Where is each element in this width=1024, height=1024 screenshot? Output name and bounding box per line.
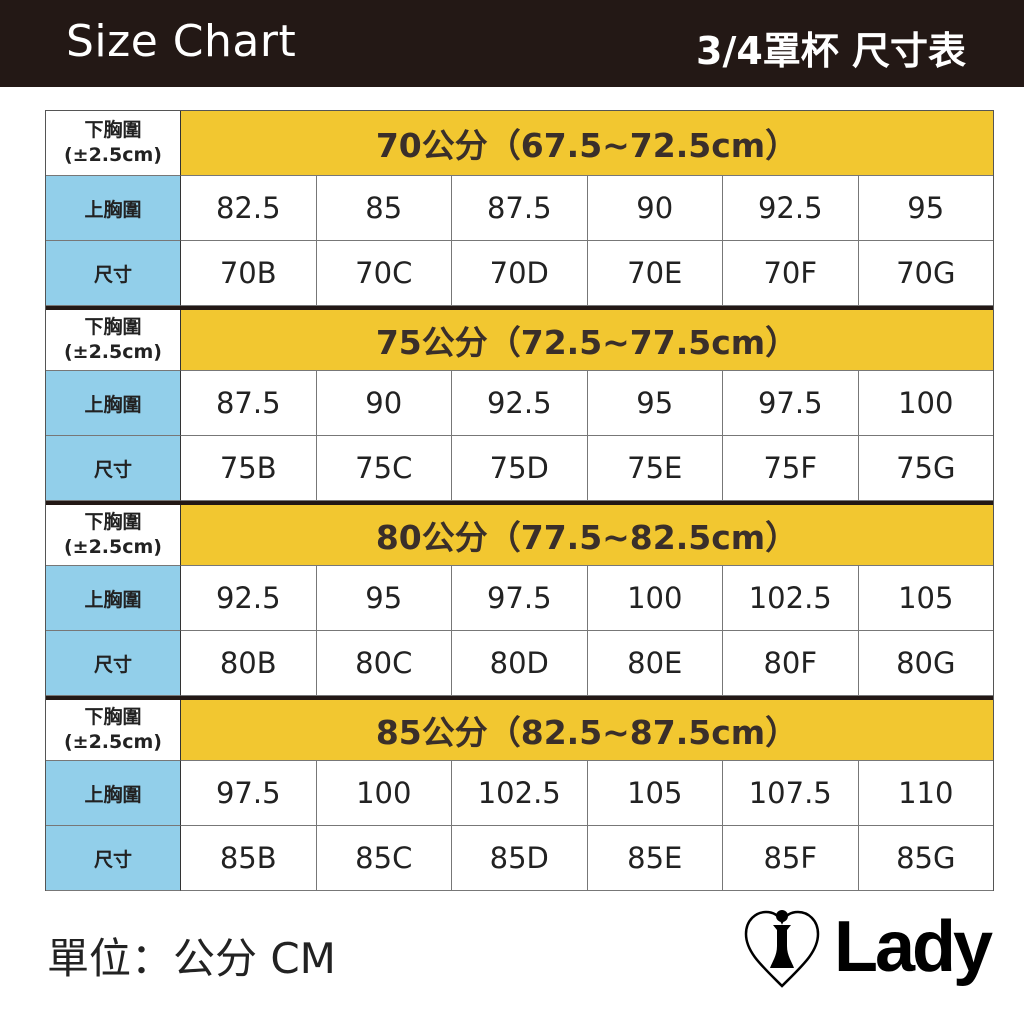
bust-value: 87.5 xyxy=(452,176,588,241)
size-table: 下胸圍 (±2.5cm) 70公分（67.5~72.5cm） 上胸圍 82.5 85 87.… xyxy=(45,110,994,891)
size-value: 85E xyxy=(587,826,723,891)
bust-value: 97.5 xyxy=(452,566,588,631)
size-label: 尺寸 xyxy=(46,826,181,891)
tolerance-label: (±2.5cm) xyxy=(63,341,162,363)
bust-row: 上胸圍 97.5 100 102.5 105 107.5 110 xyxy=(46,761,993,826)
bust-value: 100 xyxy=(587,566,723,631)
size-group: 下胸圍 (±2.5cm) 80公分（77.5~82.5cm） 上胸圍 92.5 95 97.… xyxy=(46,501,993,696)
bust-value: 102.5 xyxy=(452,761,588,826)
size-row: 尺寸 70B 70C 70D 70E 70F 70G xyxy=(46,241,993,306)
group-title: 75公分（72.5~77.5cm） xyxy=(181,310,993,371)
underbust-label-cell: 下胸圍 (±2.5cm) xyxy=(46,505,181,566)
bust-row: 上胸圍 92.5 95 97.5 100 102.5 105 xyxy=(46,566,993,631)
size-value: 80F xyxy=(723,631,859,696)
bust-value: 102.5 xyxy=(723,566,859,631)
size-value: 75F xyxy=(723,436,859,501)
size-label: 尺寸 xyxy=(46,631,181,696)
group-header-row: 下胸圍 (±2.5cm) 75公分（72.5~77.5cm） xyxy=(46,310,993,371)
size-value: 85B xyxy=(181,826,317,891)
page-title: Size Chart xyxy=(66,16,297,67)
size-value: 70G xyxy=(858,241,993,306)
bust-value: 107.5 xyxy=(723,761,859,826)
bust-value: 110 xyxy=(858,761,993,826)
underbust-label: 下胸圍 xyxy=(84,511,142,533)
bust-value: 90 xyxy=(316,371,452,436)
size-value: 70F xyxy=(723,241,859,306)
size-value: 75B xyxy=(181,436,317,501)
bust-value: 95 xyxy=(858,176,993,241)
size-row: 尺寸 85B 85C 85D 85E 85F 85G xyxy=(46,826,993,891)
tolerance-label: (±2.5cm) xyxy=(63,536,162,558)
group-header-row: 下胸圍 (±2.5cm) 80公分（77.5~82.5cm） xyxy=(46,505,993,566)
size-value: 75D xyxy=(452,436,588,501)
underbust-label: 下胸圍 xyxy=(84,316,142,338)
brand-name: Lady xyxy=(834,907,993,987)
bust-value: 100 xyxy=(858,371,993,436)
bust-value: 100 xyxy=(316,761,452,826)
tolerance-label: (±2.5cm) xyxy=(63,144,162,166)
bust-value: 82.5 xyxy=(181,176,317,241)
size-group: 下胸圍 (±2.5cm) 75公分（72.5~77.5cm） 上胸圍 87.5 90 92.… xyxy=(46,306,993,501)
size-value: 75G xyxy=(858,436,993,501)
size-value: 75E xyxy=(587,436,723,501)
underbust-label-cell: 下胸圍 (±2.5cm) xyxy=(46,111,181,176)
size-value: 80E xyxy=(587,631,723,696)
bust-value: 97.5 xyxy=(181,761,317,826)
size-value: 80B xyxy=(181,631,317,696)
bust-value: 90 xyxy=(587,176,723,241)
bust-row: 上胸圍 87.5 90 92.5 95 97.5 100 xyxy=(46,371,993,436)
bust-value: 92.5 xyxy=(452,371,588,436)
size-value: 80G xyxy=(858,631,993,696)
bust-value: 95 xyxy=(587,371,723,436)
size-value: 85C xyxy=(316,826,452,891)
size-value: 70D xyxy=(452,241,588,306)
size-label: 尺寸 xyxy=(46,241,181,306)
bust-row: 上胸圍 82.5 85 87.5 90 92.5 95 xyxy=(46,176,993,241)
unit-label: 單位：公分 CM xyxy=(47,934,336,983)
bust-value: 87.5 xyxy=(181,371,317,436)
bust-value: 97.5 xyxy=(723,371,859,436)
page-subtitle: 3/4罩杯 尺寸表 xyxy=(696,29,966,73)
underbust-label: 下胸圍 xyxy=(84,119,142,141)
size-group: 下胸圍 (±2.5cm) 70公分（67.5~72.5cm） 上胸圍 82.5 85 87.… xyxy=(46,111,993,306)
size-value: 80C xyxy=(316,631,452,696)
size-value: 70E xyxy=(587,241,723,306)
underbust-label-cell: 下胸圍 (±2.5cm) xyxy=(46,700,181,761)
group-title: 80公分（77.5~82.5cm） xyxy=(181,505,993,566)
size-label: 尺寸 xyxy=(46,436,181,501)
size-value: 75C xyxy=(316,436,452,501)
bust-value: 85 xyxy=(316,176,452,241)
bust-value: 95 xyxy=(316,566,452,631)
group-title: 70公分（67.5~72.5cm） xyxy=(181,111,993,176)
tolerance-label: (±2.5cm) xyxy=(63,731,162,753)
bust-value: 105 xyxy=(587,761,723,826)
size-row: 尺寸 75B 75C 75D 75E 75F 75G xyxy=(46,436,993,501)
group-title: 85公分（82.5~87.5cm） xyxy=(181,700,993,761)
size-value: 85F xyxy=(723,826,859,891)
size-group: 下胸圍 (±2.5cm) 85公分（82.5~87.5cm） 上胸圍 97.5 100 10… xyxy=(46,696,993,891)
underbust-label: 下胸圍 xyxy=(84,706,142,728)
bust-label: 上胸圍 xyxy=(46,371,181,436)
size-value: 85D xyxy=(452,826,588,891)
bust-value: 92.5 xyxy=(181,566,317,631)
size-value: 70C xyxy=(316,241,452,306)
group-header-row: 下胸圍 (±2.5cm) 70公分（67.5~72.5cm） xyxy=(46,111,993,176)
underbust-label-cell: 下胸圍 (±2.5cm) xyxy=(46,310,181,371)
size-row: 尺寸 80B 80C 80D 80E 80F 80G xyxy=(46,631,993,696)
size-value: 70B xyxy=(181,241,317,306)
size-value: 85G xyxy=(858,826,993,891)
group-header-row: 下胸圍 (±2.5cm) 85公分（82.5~87.5cm） xyxy=(46,700,993,761)
bust-value: 92.5 xyxy=(723,176,859,241)
brand-logo: Lady xyxy=(742,904,993,994)
bust-label: 上胸圍 xyxy=(46,566,181,631)
size-value: 80D xyxy=(452,631,588,696)
bust-value: 105 xyxy=(858,566,993,631)
heart-figure-icon xyxy=(744,910,820,988)
title-bar: Size Chart 3/4罩杯 尺寸表 xyxy=(0,0,1024,87)
bust-label: 上胸圍 xyxy=(46,176,181,241)
bust-label: 上胸圍 xyxy=(46,761,181,826)
